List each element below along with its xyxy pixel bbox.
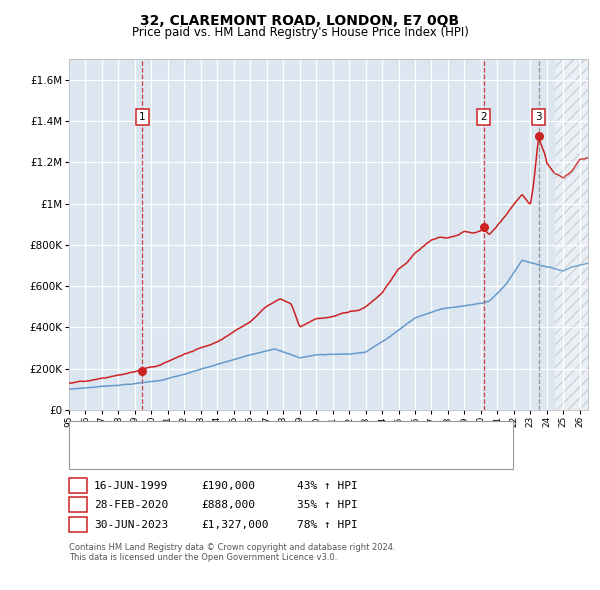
Text: 3: 3 xyxy=(535,112,542,122)
Text: 2: 2 xyxy=(74,500,82,510)
Text: 28-FEB-2020: 28-FEB-2020 xyxy=(94,500,169,510)
Text: 2: 2 xyxy=(480,112,487,122)
Text: 1: 1 xyxy=(139,112,146,122)
Text: 30-JUN-2023: 30-JUN-2023 xyxy=(94,520,169,529)
Text: 3: 3 xyxy=(74,520,82,529)
Text: 16-JUN-1999: 16-JUN-1999 xyxy=(94,481,169,490)
Text: This data is licensed under the Open Government Licence v3.0.: This data is licensed under the Open Gov… xyxy=(69,553,337,562)
Text: Price paid vs. HM Land Registry's House Price Index (HPI): Price paid vs. HM Land Registry's House … xyxy=(131,26,469,39)
Bar xyxy=(555,59,588,410)
Text: 32, CLAREMONT ROAD, LONDON, E7 0QB: 32, CLAREMONT ROAD, LONDON, E7 0QB xyxy=(140,14,460,28)
Text: 1: 1 xyxy=(74,481,82,490)
Text: £888,000: £888,000 xyxy=(201,500,255,510)
Text: Contains HM Land Registry data © Crown copyright and database right 2024.: Contains HM Land Registry data © Crown c… xyxy=(69,543,395,552)
Text: £190,000: £190,000 xyxy=(201,481,255,490)
Text: HPI: Average price, detached house, Newham: HPI: Average price, detached house, Newh… xyxy=(100,451,350,461)
Text: 32, CLAREMONT ROAD, LONDON, E7 0QB (detached house): 32, CLAREMONT ROAD, LONDON, E7 0QB (deta… xyxy=(100,429,427,438)
Text: £1,327,000: £1,327,000 xyxy=(201,520,269,529)
Text: 43% ↑ HPI: 43% ↑ HPI xyxy=(297,481,358,490)
Bar xyxy=(555,59,588,410)
Text: 35% ↑ HPI: 35% ↑ HPI xyxy=(297,500,358,510)
Text: 78% ↑ HPI: 78% ↑ HPI xyxy=(297,520,358,529)
